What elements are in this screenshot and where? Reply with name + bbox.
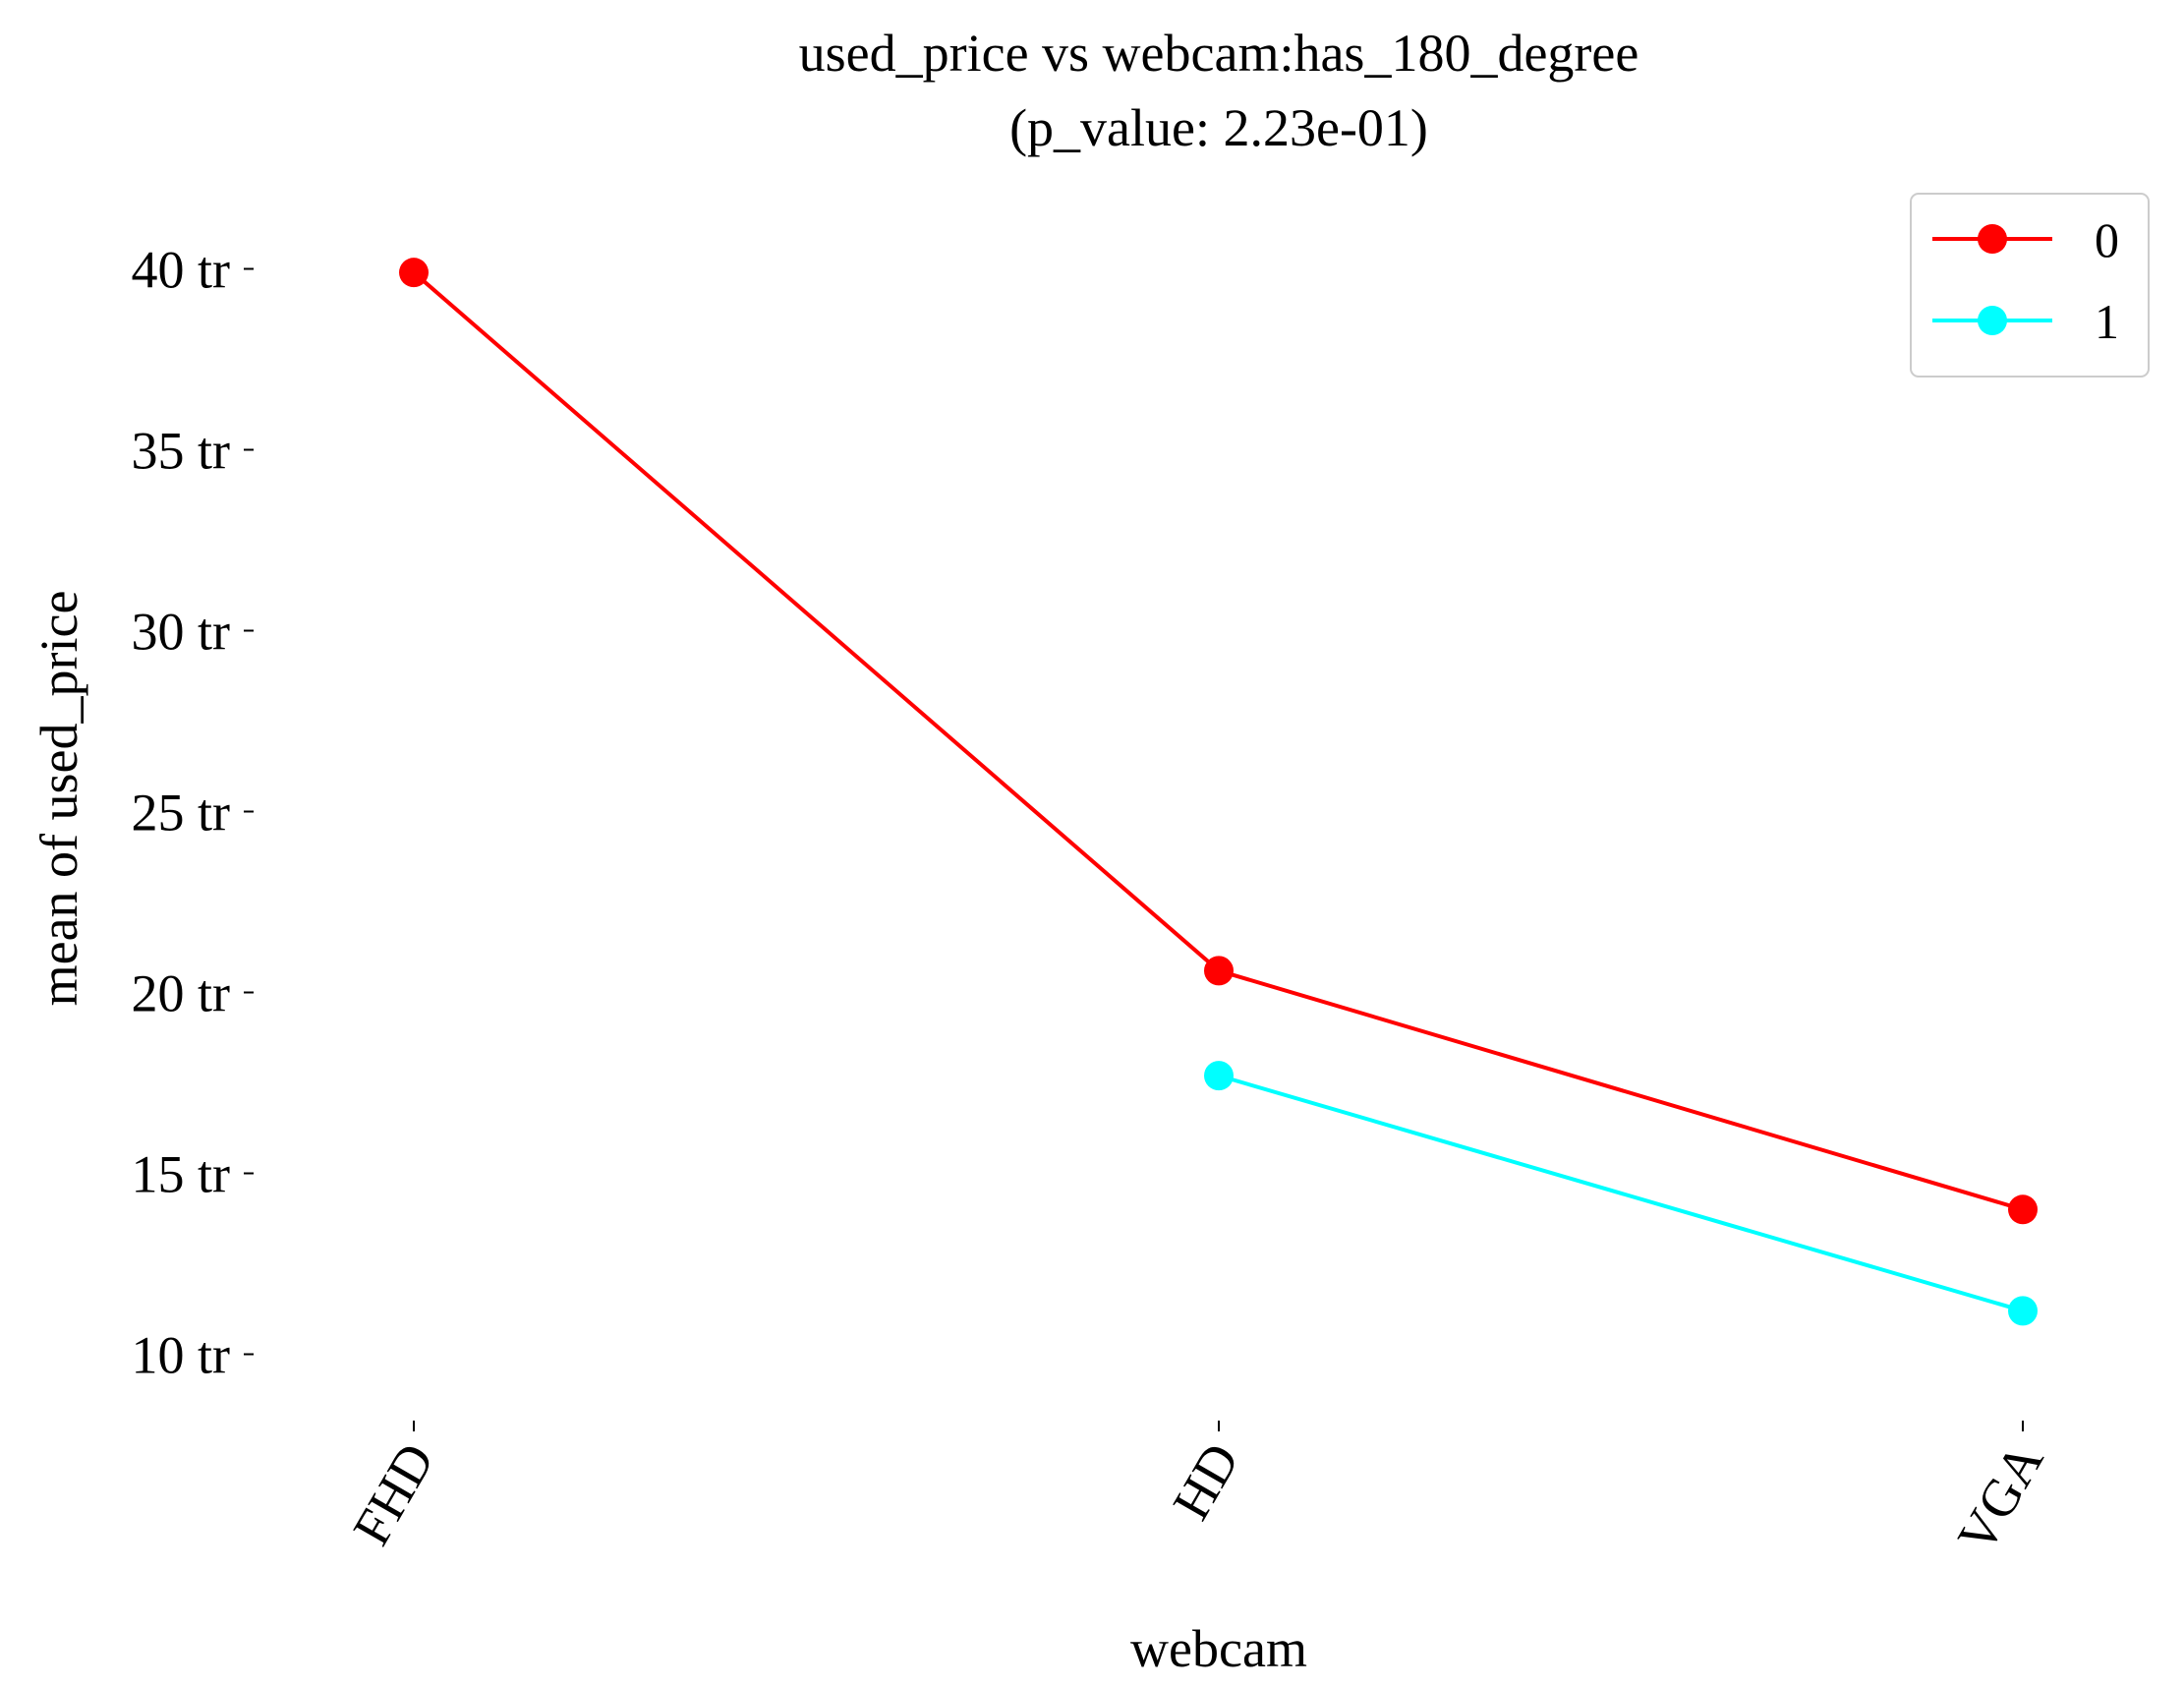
- y-tick-label: 40 tr: [132, 241, 231, 300]
- x-tick-label: HD: [1161, 1433, 1250, 1530]
- data-point-0-FHD: [399, 258, 429, 288]
- data-point-0-VGA: [2008, 1194, 2038, 1225]
- legend-label-1: 1: [2095, 294, 2119, 349]
- y-tick-label: 10 tr: [132, 1326, 231, 1385]
- x-axis: FHD HD VGA: [341, 1421, 2054, 1562]
- chart-subtitle: (p_value: 2.23e-01): [1009, 98, 1428, 157]
- legend-marker-1: [1978, 306, 2007, 335]
- chart-title: used_price vs webcam:has_180_degree: [799, 24, 1639, 83]
- y-tick-label: 30 tr: [132, 603, 231, 662]
- data-point-1-HD: [1204, 1061, 1234, 1091]
- y-axis-label: mean of used_price: [29, 591, 88, 1007]
- legend-label-0: 0: [2095, 212, 2119, 267]
- y-tick-label: 25 tr: [132, 784, 231, 843]
- data-point-0-HD: [1204, 956, 1234, 986]
- legend: 0 1: [1910, 193, 2150, 378]
- y-axis: 10 tr 15 tr 20 tr 25 tr 30 tr 35 tr 40 tr: [132, 241, 254, 1385]
- series-line-1: [1218, 1074, 2024, 1313]
- y-tick-label: 20 tr: [132, 964, 231, 1023]
- x-axis-label: webcam: [1130, 1619, 1307, 1678]
- data-point-1-VGA: [2008, 1296, 2038, 1326]
- plot-area: [399, 258, 2038, 1326]
- y-tick-label: 15 tr: [132, 1145, 231, 1204]
- x-tick-label: FHD: [341, 1433, 445, 1555]
- legend-marker-0: [1978, 224, 2007, 254]
- y-tick-label: 35 tr: [132, 422, 231, 481]
- x-tick-label: VGA: [1946, 1433, 2054, 1562]
